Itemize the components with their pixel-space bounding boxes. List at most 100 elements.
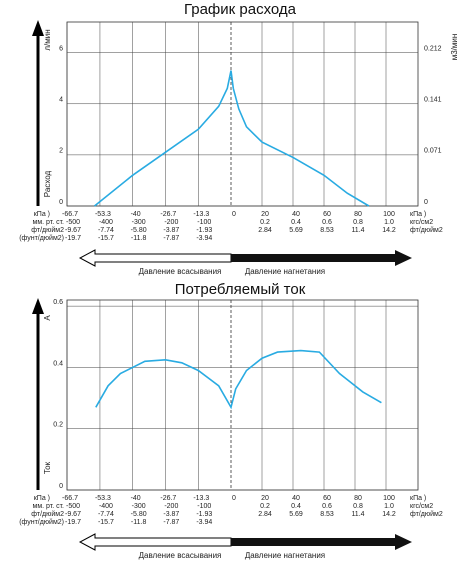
x-row-name: фт/дюйм2 [31,226,64,234]
x-row-label: 5.69 [289,511,303,518]
direction-label: Давление всасывания [139,551,222,560]
y2-tick-label: 0.212 [424,45,442,52]
x-row-label: -7.74 [98,227,114,234]
x-row-label: 1.0 [384,219,394,226]
x-tick-label: -66.7 [62,495,78,502]
x-tick-label: 100 [383,211,395,218]
x-row-label: -3.94 [196,519,212,526]
x-row-label: -5.80 [131,511,147,518]
x-tick-label: -26.7 [160,211,176,218]
x-row-label: -100 [197,219,211,226]
x-row-label: 5.69 [289,227,303,234]
x-tick-label: 80 [354,495,362,502]
x-row-label: -200 [164,219,178,226]
x-row-label: -9.67 [65,511,81,518]
x-tick-label: -66.7 [62,211,78,218]
x-tick-label: -26.7 [160,495,176,502]
x-tick-label: 100 [383,495,395,502]
x-row-label: -3.87 [163,511,179,518]
x-row-label: -11.8 [131,235,147,242]
x-row-label: -1.93 [196,511,212,518]
x-row-label: 8.53 [320,227,334,234]
x-tick-label: 40 [292,211,300,218]
x-row-name: кгс/см2 [410,219,433,226]
x-row-label: -11.8 [131,519,147,526]
x-row-label: 11.4 [351,511,364,518]
axis-arrow-head [32,20,44,36]
x-row-label: -19.7 [65,519,81,526]
x-row-label: 0.2 [260,219,270,226]
suction-arrow [78,249,232,267]
x-tick-label: -40 [131,211,141,218]
x-tick-label: -40 [131,495,141,502]
x-tick-label: -13.3 [193,211,209,218]
y-tick-label: 0 [59,483,63,490]
x-row-label: -5.80 [131,227,147,234]
direction-label: Давление всасывания [139,267,222,276]
x-row-name: кПа ) [410,211,426,218]
chart-title: График расхода [184,1,297,18]
x-tick-label: -13.3 [193,495,209,502]
x-row-name: (фунт/дюйм2) [19,234,64,242]
y-unit: л/мин [43,29,52,50]
x-row-name: фт/дюйм2 [31,510,64,518]
x-tick-label: 60 [323,495,331,502]
x-row-label: 0.2 [260,503,270,510]
x-row-label: -19.7 [65,235,81,242]
y-tick-label: 6 [59,46,63,53]
x-row-label: -400 [99,503,113,510]
x-row-label: 11.4 [351,227,364,234]
x-row-label: -500 [66,503,80,510]
y-tick-label: 0.2 [53,422,63,429]
plot-frame [66,21,419,207]
x-row-label: -7.74 [98,511,114,518]
x-row-name: кПа ) [34,211,50,218]
y-tick-label: 2 [59,148,63,155]
y-axis-label: Расход [43,170,52,197]
x-tick-label: 20 [261,495,269,502]
x-tick-label: 0 [232,495,236,502]
y2-tick-label: 0 [424,199,428,206]
discharge-arrow [231,250,412,266]
x-row-name: кгс/см2 [410,503,433,510]
x-row-label: 0.4 [291,219,301,226]
y-tick-label: 0 [59,199,63,206]
y-tick-label: 0.6 [53,299,63,306]
x-row-label: -7.87 [163,235,179,242]
x-tick-label: 40 [292,495,300,502]
data-line [95,349,382,410]
x-row-label: 14.2 [382,227,396,234]
plot-frame [66,299,419,491]
x-row-name: кПа ) [34,495,50,502]
x-row-label: -15.7 [98,519,114,526]
y2-tick-label: 0.141 [424,97,442,104]
x-row-name: кПа ) [410,495,426,502]
x-row-label: -9.67 [65,227,81,234]
y-unit: A [43,315,52,321]
x-row-name: фт/дюйм2 [410,226,443,234]
y-tick-label: 4 [59,97,63,104]
direction-label: Давление нагнетания [245,267,325,276]
x-tick-label: -53.3 [95,211,111,218]
suction-arrow [78,533,232,551]
axis-arrow-head [32,298,44,314]
x-row-name: мм. рт. ст. [33,219,65,226]
x-row-label: -500 [66,219,80,226]
x-row-label: -3.87 [163,227,179,234]
x-row-name: фт/дюйм2 [410,510,443,518]
y2-unit: м3/мин [450,34,459,61]
x-row-label: -3.94 [196,235,212,242]
x-row-label: 0.4 [291,503,301,510]
x-row-label: 0.6 [322,219,332,226]
x-tick-label: 0 [232,211,236,218]
x-row-label: -300 [132,219,146,226]
x-row-label: -400 [99,219,113,226]
y-axis-label: Ток [43,461,52,474]
x-tick-label: 60 [323,211,331,218]
x-row-label: 0.8 [353,219,363,226]
x-row-label: 0.6 [322,503,332,510]
x-row-label: 2.84 [258,227,272,234]
x-row-name: (фунт/дюйм2) [19,518,64,526]
x-row-label: 8.53 [320,511,334,518]
